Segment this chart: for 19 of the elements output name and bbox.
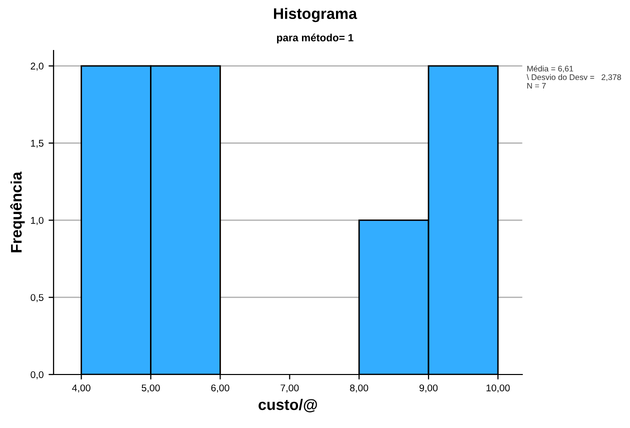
y-axis-title: Frequência	[10, 172, 25, 252]
x-axis-title: custo/@	[258, 398, 317, 412]
chart-title: Histograma	[274, 8, 358, 22]
x-tick-label: 10,00	[486, 384, 510, 393]
y-tick-label: 0,0	[30, 371, 44, 380]
y-tick-label: 0,5	[30, 294, 44, 302]
x-tick-label: 6,00	[211, 384, 230, 393]
text: Média = 6,61	[527, 65, 574, 72]
text: \ Desvio do Desv = 2,378	[526, 74, 622, 82]
y-tick-label: 2,0	[30, 62, 44, 71]
y-tick-label: 1,0	[31, 216, 44, 225]
text: N = 7	[527, 82, 546, 89]
x-tick-label: 4,00	[72, 384, 90, 393]
x-tick-label: 8,00	[350, 384, 368, 393]
x-tick-label: 5,00	[142, 384, 160, 393]
chart-subtitle: para método= 1	[277, 34, 354, 44]
y-tick-label: 1,5	[31, 140, 44, 148]
x-tick-label: 9,00	[420, 384, 438, 393]
x-tick-label: 7,00	[280, 384, 299, 393]
